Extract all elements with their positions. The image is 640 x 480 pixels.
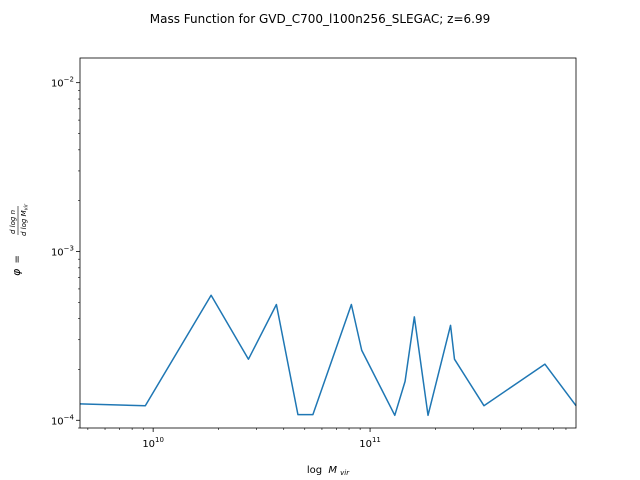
x-tick-label: 1010 bbox=[142, 436, 164, 450]
x-axis-label: log M vir bbox=[307, 465, 350, 477]
y-axis-label-den-pre: d log bbox=[20, 216, 28, 236]
y-tick-label: 10−4 bbox=[51, 413, 75, 427]
y-tick-label: 10−3 bbox=[51, 244, 74, 258]
x-tick-label-base: 10 bbox=[359, 439, 372, 450]
y-axis-label-denominator: d log Mvir bbox=[20, 203, 30, 236]
series-line-0 bbox=[79, 294, 577, 417]
chart-title: Mass Function for GVD_C700_l100n256_SLEG… bbox=[150, 12, 490, 26]
y-tick-label: 10−2 bbox=[51, 76, 74, 90]
svg-text:φ =: φ = bbox=[10, 255, 23, 276]
x-tick-label-exp: 11 bbox=[372, 436, 381, 444]
axes-frame bbox=[79, 57, 577, 429]
x-axis-label-sub: vir bbox=[340, 469, 350, 477]
y-tick-label-base: 10 bbox=[51, 247, 64, 258]
x-tick-label: 1011 bbox=[359, 436, 381, 450]
y-tick-label-exp: −2 bbox=[64, 76, 74, 84]
y-axis-label-numerator: d log n bbox=[9, 210, 17, 234]
axes-background bbox=[80, 58, 576, 428]
y-tick-label-base: 10 bbox=[51, 79, 64, 90]
y-axis-label-den-sub: vir bbox=[24, 203, 30, 210]
y-tick-label-base: 10 bbox=[51, 416, 64, 427]
y-axis-label: φ = d log n d log Mvir bbox=[9, 203, 30, 276]
y-axis-label-eq: = bbox=[12, 255, 23, 263]
y-tick-label-exp: −3 bbox=[64, 244, 74, 252]
y-tick-label-exp: −4 bbox=[64, 413, 75, 421]
x-axis-label-log: log bbox=[307, 465, 322, 476]
y-axis-label-den-var: M bbox=[20, 210, 28, 216]
x-tick-label-exp: 10 bbox=[155, 436, 164, 444]
y-axis-label-phi: φ bbox=[10, 268, 23, 276]
series-layer bbox=[79, 294, 577, 417]
x-axis-label-var: M bbox=[328, 465, 337, 476]
x-tick-label-base: 10 bbox=[142, 439, 155, 450]
